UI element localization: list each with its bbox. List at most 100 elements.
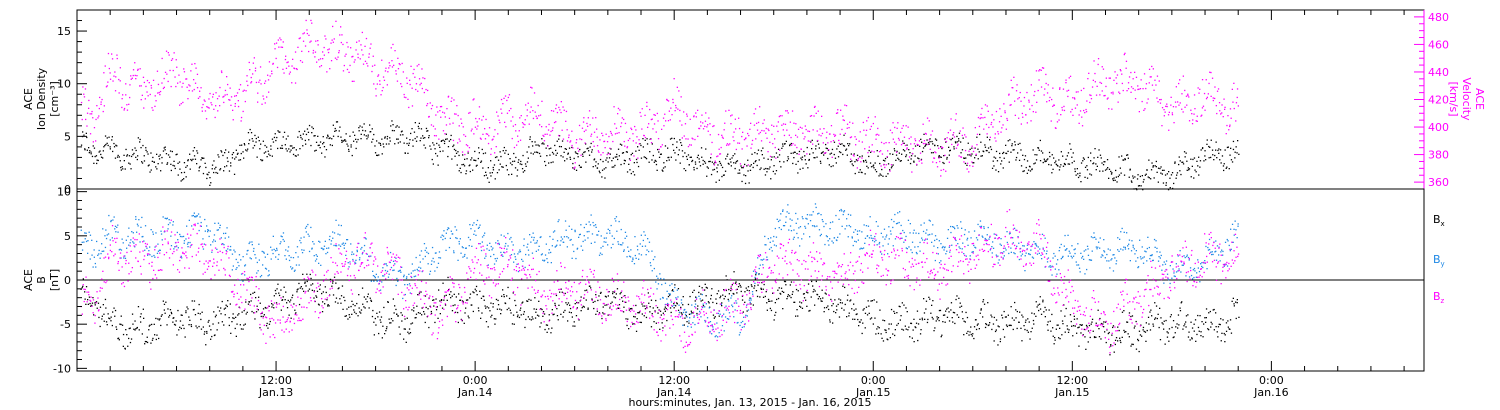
bx-series-point xyxy=(567,302,570,304)
ion-density-series-point xyxy=(762,147,764,149)
bx-series-point xyxy=(558,304,560,306)
by-series-point xyxy=(330,243,332,245)
bx-series-point xyxy=(319,288,321,290)
velocity-series-point xyxy=(530,86,532,88)
velocity-series-point xyxy=(1121,82,1123,85)
bx-series-point xyxy=(265,307,267,309)
bx-series-point xyxy=(198,303,200,306)
velocity-series-point xyxy=(553,121,556,124)
ion-density-series-point xyxy=(248,143,250,145)
bx-series-point xyxy=(1194,319,1197,321)
by-series-point xyxy=(267,275,269,277)
velocity-series-point xyxy=(216,98,219,100)
velocity-series-point xyxy=(349,64,351,67)
velocity-series-point xyxy=(408,106,410,109)
velocity-series-point xyxy=(560,101,562,103)
velocity-series-point xyxy=(1022,116,1024,118)
bx-series-point xyxy=(237,314,239,316)
by-series-point xyxy=(120,249,123,251)
by-series-point xyxy=(385,263,387,265)
ion-density-series-point xyxy=(810,141,812,143)
bx-series-point xyxy=(535,311,537,313)
ion-density-series-point xyxy=(1119,167,1121,169)
ion-density-series-point xyxy=(1101,162,1103,164)
bx-series-point xyxy=(1149,329,1152,331)
bx-series-point xyxy=(1188,331,1190,333)
velocity-series-point xyxy=(250,82,252,84)
bx-series-point xyxy=(544,328,546,331)
ion-density-series-point xyxy=(890,167,893,169)
ion-density-series-point xyxy=(1042,152,1044,154)
by-series-point xyxy=(271,249,273,251)
ion-density-series-point xyxy=(507,153,509,155)
bx-series-point xyxy=(403,328,405,330)
ion-density-series-point xyxy=(451,158,453,160)
by-series-point xyxy=(149,254,151,256)
velocity-series-point xyxy=(1094,81,1096,83)
velocity-series-point xyxy=(391,60,393,62)
bx-series-point xyxy=(542,315,544,317)
bx-series-point xyxy=(1124,331,1126,333)
by-series-point xyxy=(109,239,111,241)
bx-series-point xyxy=(671,290,673,292)
bx-series-point xyxy=(793,301,795,303)
velocity-series-point xyxy=(684,123,687,125)
by-series-point xyxy=(255,257,257,259)
ion-density-series-point xyxy=(620,163,622,166)
velocity-series-point xyxy=(1038,70,1040,72)
velocity-series-point xyxy=(194,63,196,65)
bx-series-point xyxy=(567,320,569,322)
ion-density-series-point xyxy=(1163,169,1165,171)
ion-density-series-point xyxy=(1128,176,1130,178)
bx-series-point xyxy=(755,290,758,292)
velocity-series-point xyxy=(168,54,170,56)
bx-series-point xyxy=(662,327,664,329)
by-series-point xyxy=(214,222,216,224)
velocity-series-point xyxy=(461,151,464,153)
ion-density-series-point xyxy=(910,155,913,157)
velocity-series-point xyxy=(904,144,907,147)
by-series-point xyxy=(137,225,139,227)
ion-density-series-point xyxy=(326,137,328,139)
by-series-point xyxy=(104,246,107,249)
velocity-series-point xyxy=(644,136,647,139)
ion-density-series-point xyxy=(1225,167,1227,169)
velocity-series-point xyxy=(1184,89,1186,92)
bx-series-point xyxy=(369,297,371,299)
velocity-series-point xyxy=(984,116,986,119)
ion-density-series-point xyxy=(285,148,287,150)
bx-series-point xyxy=(652,307,654,309)
velocity-series-point xyxy=(379,80,381,82)
velocity-series-point xyxy=(201,110,203,112)
velocity-series-point xyxy=(458,138,460,140)
ion-density-series-point xyxy=(491,172,493,174)
ion-density-series-point xyxy=(1179,160,1181,162)
by-series-point xyxy=(155,232,157,234)
ion-density-series-point xyxy=(955,142,957,144)
by-series-point xyxy=(166,217,168,219)
bx-series-point xyxy=(633,323,635,325)
velocity-series-point xyxy=(126,104,128,106)
ion-density-series-point xyxy=(629,169,631,171)
bx-series-point xyxy=(805,291,808,293)
ion-density-series-point xyxy=(1223,169,1225,172)
bx-series-point xyxy=(163,309,165,311)
bx-series-point xyxy=(259,302,261,304)
velocity-series-point xyxy=(1005,128,1007,130)
ion-density-series-point xyxy=(897,157,899,159)
bx-series-point xyxy=(950,302,953,304)
bx-series-point xyxy=(155,338,157,341)
ion-density-series-point xyxy=(551,151,554,154)
velocity-series-point xyxy=(267,79,270,81)
velocity-series-point xyxy=(776,125,778,127)
bx-series-point xyxy=(411,322,414,324)
ion-density-series-point xyxy=(611,166,613,168)
bx-series-point xyxy=(800,302,803,304)
velocity-series-point xyxy=(734,118,736,120)
velocity-series-point xyxy=(707,124,709,126)
velocity-series-point xyxy=(453,99,455,101)
by-series-point xyxy=(305,231,307,233)
ion-density-series-point xyxy=(124,168,126,170)
bx-series-point xyxy=(672,289,674,291)
by-series xyxy=(80,203,1239,338)
